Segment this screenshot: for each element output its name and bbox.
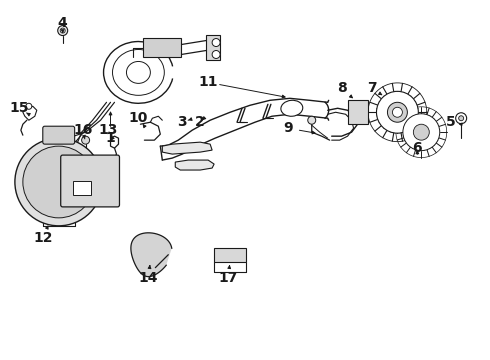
- Bar: [206, 35, 220, 60]
- Circle shape: [456, 113, 466, 124]
- Text: 16: 16: [73, 123, 92, 137]
- Bar: [73, 181, 91, 195]
- Text: 12: 12: [33, 231, 52, 245]
- Polygon shape: [175, 160, 214, 170]
- Circle shape: [414, 124, 429, 140]
- Circle shape: [308, 116, 316, 124]
- Text: 3: 3: [177, 115, 187, 129]
- Circle shape: [388, 102, 407, 122]
- Text: 2: 2: [196, 115, 205, 129]
- FancyBboxPatch shape: [61, 155, 120, 207]
- Text: 15: 15: [9, 101, 28, 115]
- Circle shape: [392, 107, 402, 117]
- Circle shape: [26, 103, 32, 109]
- Circle shape: [60, 28, 65, 33]
- Polygon shape: [23, 106, 37, 120]
- Text: 4: 4: [58, 15, 68, 30]
- Text: 17: 17: [219, 271, 238, 285]
- Circle shape: [212, 50, 220, 58]
- Circle shape: [23, 146, 95, 218]
- Bar: [347, 100, 368, 124]
- Circle shape: [459, 116, 464, 121]
- Text: 7: 7: [367, 81, 376, 95]
- Circle shape: [15, 138, 102, 226]
- Text: 14: 14: [139, 271, 158, 285]
- Ellipse shape: [281, 100, 303, 116]
- Circle shape: [58, 26, 68, 36]
- Circle shape: [82, 136, 90, 144]
- Text: 5: 5: [446, 115, 456, 129]
- Text: 11: 11: [198, 75, 218, 89]
- Circle shape: [70, 150, 79, 159]
- Text: 13: 13: [99, 123, 118, 137]
- Circle shape: [212, 39, 220, 46]
- Circle shape: [403, 114, 440, 150]
- Text: 6: 6: [413, 141, 422, 155]
- Bar: [214, 248, 246, 262]
- Text: 1: 1: [106, 131, 116, 145]
- Text: 8: 8: [337, 81, 346, 95]
- Polygon shape: [162, 142, 212, 154]
- Circle shape: [376, 91, 418, 133]
- FancyBboxPatch shape: [43, 126, 74, 144]
- Text: 10: 10: [129, 111, 148, 125]
- Polygon shape: [131, 233, 172, 276]
- Bar: [144, 37, 181, 58]
- Circle shape: [73, 152, 76, 156]
- Text: 9: 9: [283, 121, 293, 135]
